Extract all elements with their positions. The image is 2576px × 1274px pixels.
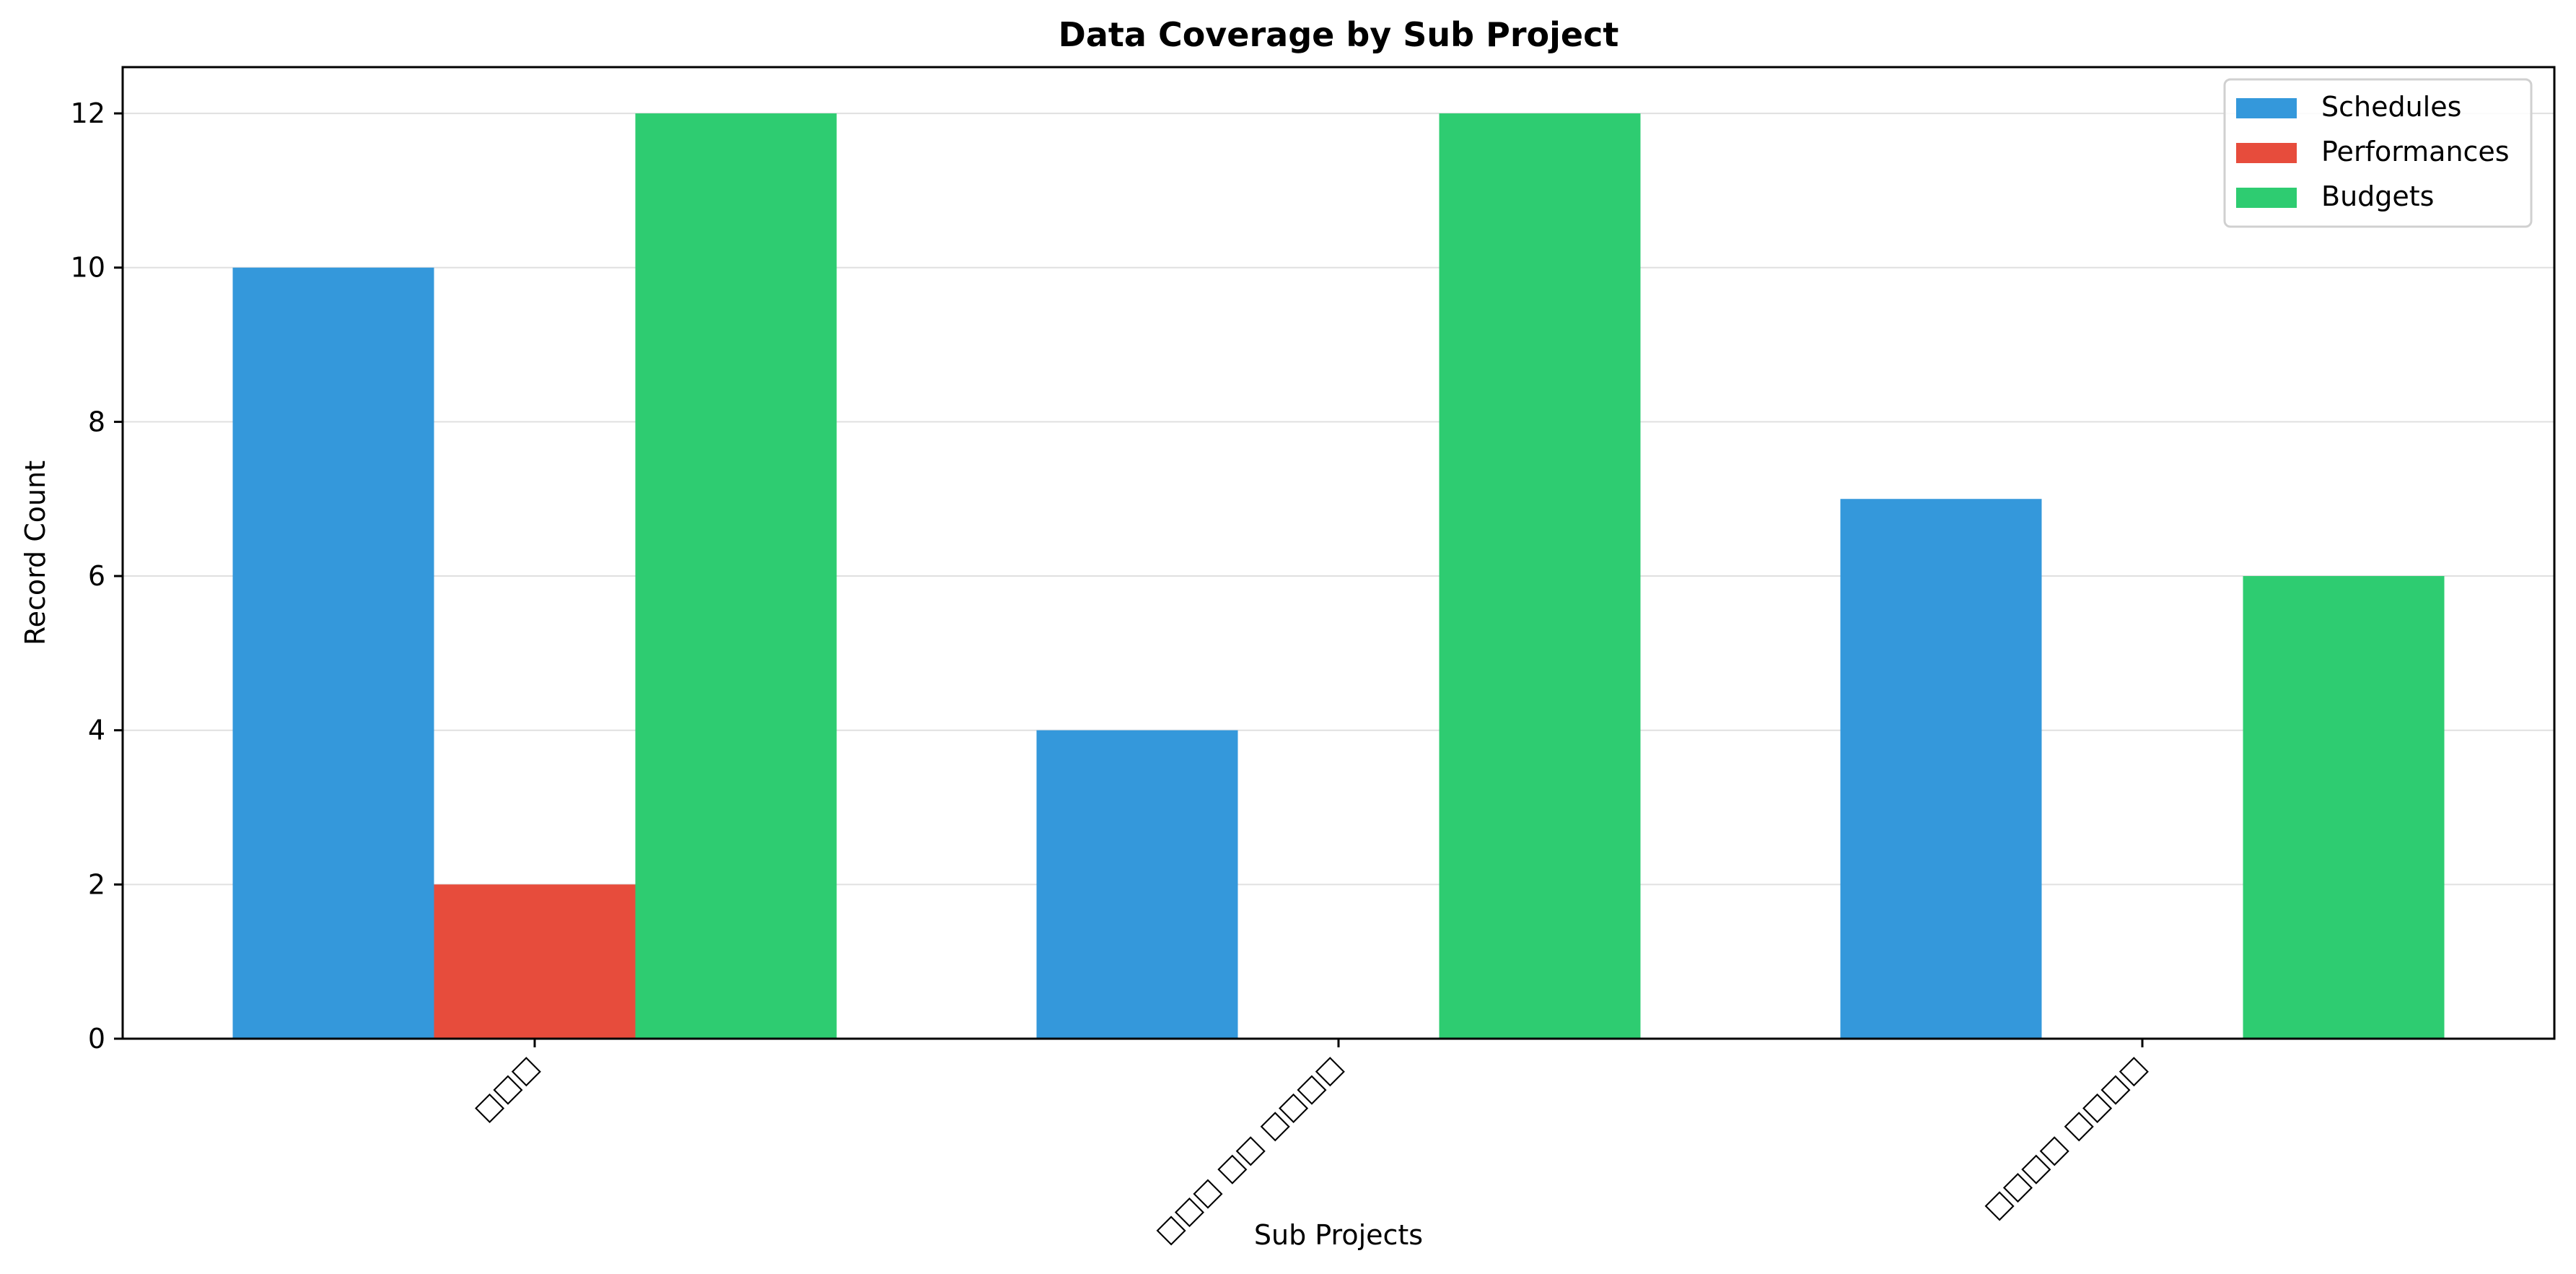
legend-label-performances: Performances bbox=[2321, 136, 2510, 167]
bar-schedules bbox=[1036, 730, 1238, 1039]
bar-budgets bbox=[635, 113, 837, 1039]
legend-label-schedules: Schedules bbox=[2321, 91, 2461, 123]
legend-swatch-performances bbox=[2236, 143, 2297, 163]
y-tick-label: 10 bbox=[71, 252, 105, 284]
bar-budgets bbox=[1439, 113, 1641, 1039]
y-axis-ticks: 0 2 4 6 8 10 12 bbox=[71, 97, 123, 1055]
y-tick-label: 12 bbox=[71, 97, 105, 129]
x-axis-label: Sub Projects bbox=[1254, 1219, 1423, 1251]
bars bbox=[232, 113, 2445, 1039]
y-tick-label: 0 bbox=[88, 1023, 105, 1055]
legend-swatch-budgets bbox=[2236, 188, 2297, 208]
y-axis-label: Record Count bbox=[19, 461, 51, 645]
bar-schedules bbox=[232, 267, 434, 1039]
chart-title: Data Coverage by Sub Project bbox=[1059, 15, 1619, 54]
y-tick-label: 2 bbox=[88, 868, 105, 900]
legend-label-budgets: Budgets bbox=[2321, 180, 2434, 212]
y-tick-label: 8 bbox=[88, 406, 105, 437]
bar-performances bbox=[434, 884, 636, 1039]
y-tick-label: 6 bbox=[88, 560, 105, 592]
bar-budgets bbox=[2243, 576, 2445, 1039]
y-tick-label: 4 bbox=[88, 715, 105, 746]
legend: Schedules Performances Budgets bbox=[2223, 78, 2533, 228]
legend-box bbox=[2223, 78, 2533, 228]
bar-schedules bbox=[1840, 499, 2042, 1039]
legend-swatch-schedules bbox=[2236, 98, 2297, 118]
